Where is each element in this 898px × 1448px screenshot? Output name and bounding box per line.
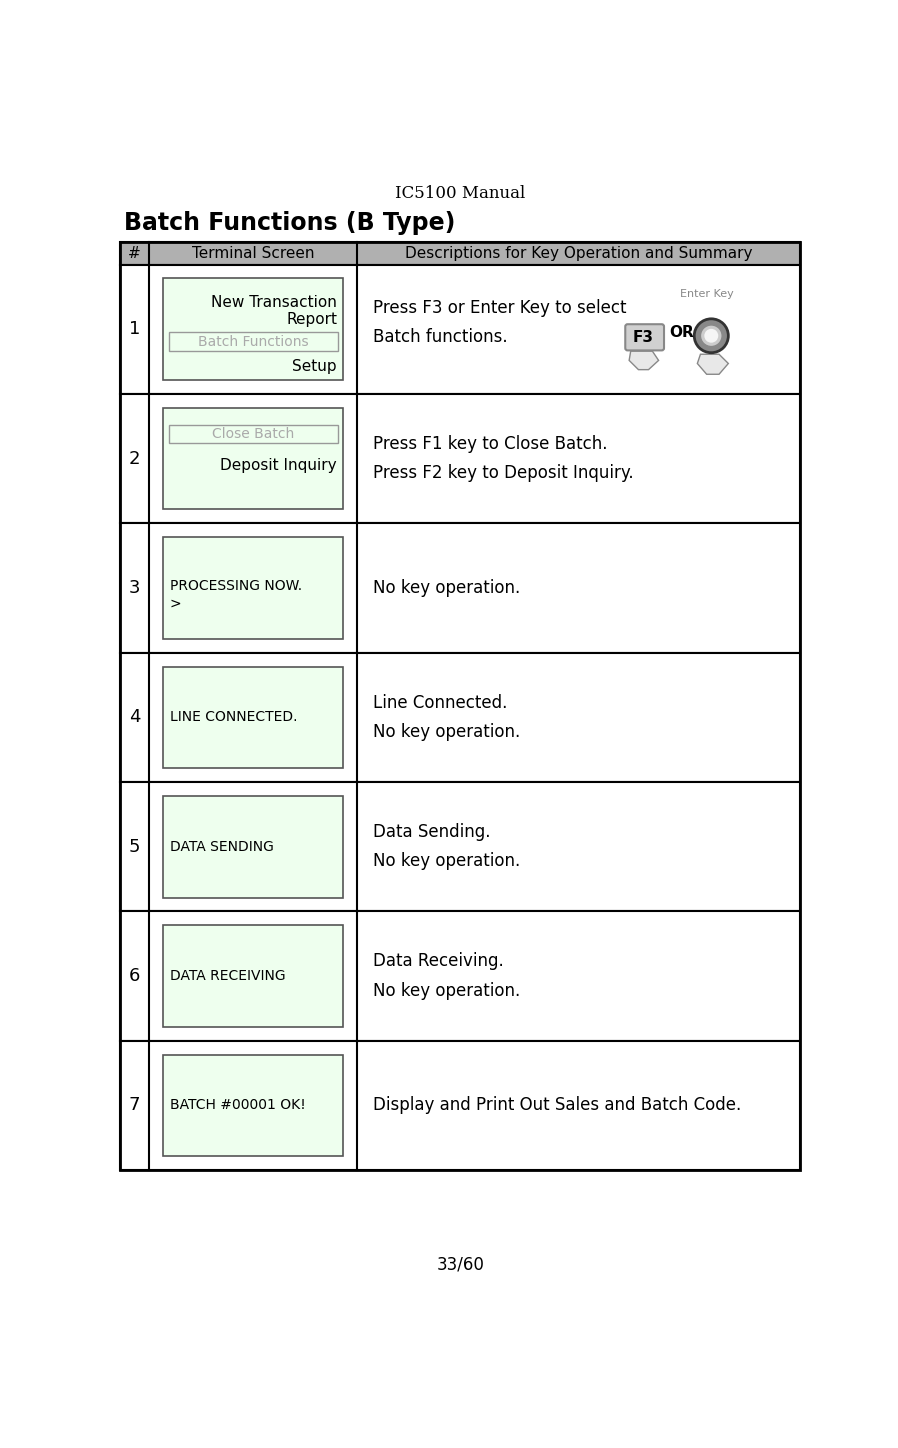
Text: Line Connected.
No key operation.: Line Connected. No key operation.	[373, 694, 520, 741]
Text: 33/60: 33/60	[436, 1255, 484, 1274]
Text: Report: Report	[286, 313, 337, 327]
Text: LINE CONNECTED.: LINE CONNECTED.	[170, 711, 297, 724]
Text: Enter Key: Enter Key	[680, 290, 734, 300]
Text: Press F1 key to Close Batch.
Press F2 key to Deposit Inquiry.: Press F1 key to Close Batch. Press F2 ke…	[373, 434, 633, 482]
Bar	[120, 1041, 800, 1170]
Bar	[163, 537, 343, 639]
Bar	[163, 408, 343, 510]
Text: Descriptions for Key Operation and Summary: Descriptions for Key Operation and Summa…	[405, 246, 753, 261]
Text: 4: 4	[129, 708, 140, 727]
Text: 5: 5	[129, 838, 140, 856]
Text: IC5100 Manual: IC5100 Manual	[395, 185, 525, 203]
Text: PROCESSING NOW.: PROCESSING NOW.	[170, 579, 302, 594]
Circle shape	[704, 329, 718, 343]
Text: Data Sending.
No key operation.: Data Sending. No key operation.	[373, 822, 520, 870]
Text: F3: F3	[632, 330, 654, 345]
Bar	[120, 782, 800, 911]
Text: 1: 1	[129, 320, 140, 339]
Bar	[163, 278, 343, 381]
Bar	[120, 242, 800, 265]
FancyBboxPatch shape	[625, 324, 664, 350]
Text: #: #	[128, 246, 141, 261]
Polygon shape	[698, 355, 728, 374]
Text: 2: 2	[129, 450, 140, 468]
Text: Batch Functions: Batch Functions	[198, 334, 309, 349]
Bar	[163, 1054, 343, 1157]
Text: DATA SENDING: DATA SENDING	[170, 840, 274, 854]
Bar	[163, 666, 343, 769]
Text: Close Batch: Close Batch	[212, 427, 295, 442]
Bar	[120, 653, 800, 782]
Polygon shape	[629, 352, 658, 369]
Text: >: >	[170, 597, 181, 610]
Text: Deposit Inquiry: Deposit Inquiry	[220, 458, 337, 473]
Bar	[163, 796, 343, 898]
Text: Batch Functions (B Type): Batch Functions (B Type)	[124, 211, 455, 235]
Circle shape	[700, 324, 722, 346]
Text: Press F3 or Enter Key to select
Batch functions.: Press F3 or Enter Key to select Batch fu…	[373, 300, 626, 346]
Text: 7: 7	[129, 1096, 140, 1115]
Bar	[169, 424, 338, 443]
Text: 3: 3	[129, 579, 140, 597]
Bar	[120, 523, 800, 653]
Text: BATCH #00001 OK!: BATCH #00001 OK!	[170, 1099, 305, 1112]
Text: Data Receiving.
No key operation.: Data Receiving. No key operation.	[373, 953, 520, 999]
Text: Display and Print Out Sales and Batch Code.: Display and Print Out Sales and Batch Co…	[373, 1096, 741, 1115]
Bar	[120, 242, 800, 1170]
Bar	[120, 265, 800, 394]
Circle shape	[694, 319, 728, 353]
Text: 6: 6	[129, 967, 140, 985]
Text: Setup: Setup	[293, 359, 337, 375]
Bar	[120, 394, 800, 523]
Text: New Transaction: New Transaction	[211, 295, 337, 310]
Bar	[120, 911, 800, 1041]
Text: Terminal Screen: Terminal Screen	[192, 246, 314, 261]
Text: No key operation.: No key operation.	[373, 579, 520, 597]
Text: OR: OR	[670, 326, 694, 340]
Text: DATA RECEIVING: DATA RECEIVING	[170, 969, 286, 983]
Bar	[163, 925, 343, 1027]
Bar	[169, 333, 338, 350]
